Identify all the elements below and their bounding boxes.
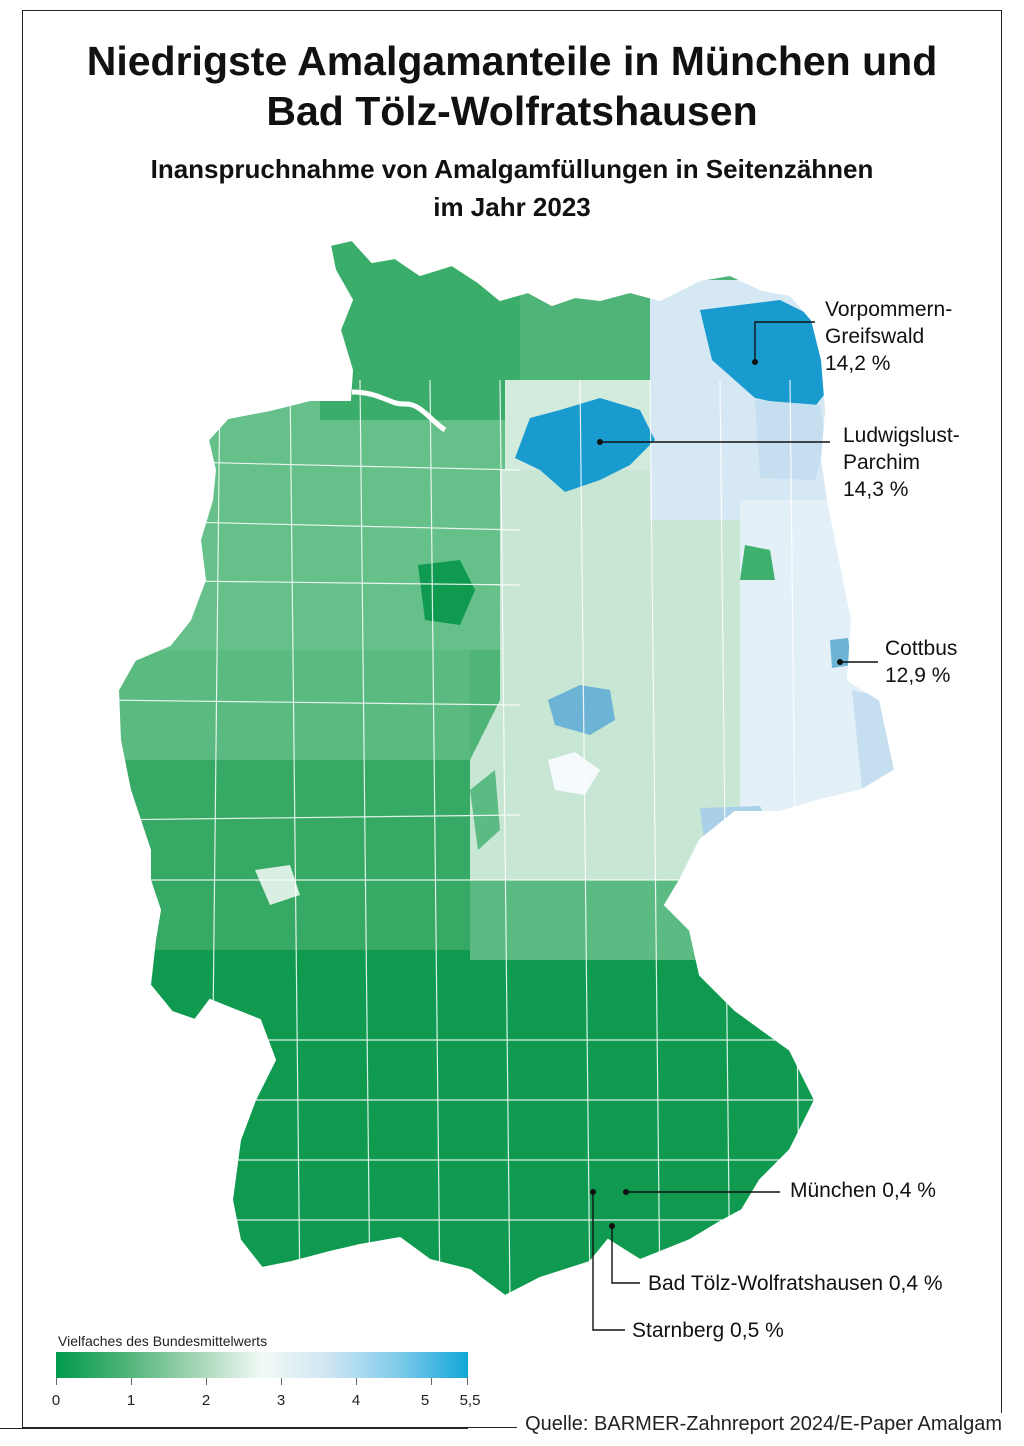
leader-starnberg <box>592 1192 625 1331</box>
dot-cottbus <box>837 659 843 665</box>
region-cottbus <box>830 638 852 668</box>
dot-badtoelz <box>609 1223 615 1229</box>
legend-tick-mark <box>431 1378 432 1385</box>
legend-title: Vielfaches des Bundesmittelwerts <box>58 1333 268 1349</box>
subtitle-line-2: im Jahr 2023 <box>433 192 591 222</box>
callout-starnberg: Starnberg 0,5 % <box>632 1319 784 1342</box>
title-line-1: Niedrigste Amalgamanteile in München und <box>86 38 938 84</box>
region-hessen-east <box>470 770 500 850</box>
legend-tick-label: 5,5 <box>459 1392 481 1409</box>
source-credit: Quelle: BARMER-Zahnreport 2024/E-Paper A… <box>517 1413 1002 1436</box>
callout-leaders <box>592 321 878 1331</box>
region-south <box>118 950 895 1296</box>
legend-tick-label: 0 <box>51 1392 61 1409</box>
region-west-mid <box>118 650 470 760</box>
callout-cottbus: Cottbus 12,9 % <box>885 637 958 687</box>
legend-tick-mark <box>356 1378 357 1385</box>
germany-outline <box>116 238 897 1298</box>
legend-tick-label: 5 <box>420 1392 430 1409</box>
outer-frame <box>22 10 1002 1428</box>
legend-tick-label: 2 <box>201 1392 211 1409</box>
legend-tick-label: 1 <box>126 1392 136 1409</box>
dot-muenchen <box>623 1189 629 1195</box>
dot-ludwigslust <box>597 439 603 445</box>
region-vorpommern-greifswald <box>700 300 828 410</box>
legend-tick-mark <box>206 1378 207 1385</box>
callout-dots <box>590 359 843 1229</box>
legend-tick-mark <box>56 1378 57 1385</box>
legend-tick-mark <box>467 1378 468 1385</box>
callout-ludwigslust: Ludwigslust- Parchim 14,3 % <box>843 424 960 501</box>
legend-tick-label: 4 <box>351 1392 361 1409</box>
legend-tick-mark <box>281 1378 282 1385</box>
callout-vorpommern: Vorpommern- Greifswald 14,2 % <box>825 298 953 375</box>
dot-vorpommern <box>752 359 758 365</box>
map-subtitle: Inanspruchnahme von Amalgamfüllungen in … <box>22 150 1002 226</box>
source-rule <box>0 1428 468 1429</box>
region-halle <box>548 685 615 735</box>
subtitle-line-1: Inanspruchnahme von Amalgamfüllungen in … <box>150 154 874 184</box>
legend-tick-mark <box>131 1378 132 1385</box>
region-ludwigslust-parchim <box>515 398 655 492</box>
callout-badtoelz: Bad Tölz-Wolfratshausen 0,4 % <box>648 1272 943 1295</box>
region-berlin <box>740 545 775 580</box>
elbe-river <box>351 389 447 433</box>
leader-badtoelz <box>611 1226 640 1284</box>
map-title: Niedrigste Amalgamanteile in München und… <box>22 36 1002 136</box>
leader-vorpommern <box>754 321 815 362</box>
region-east-central <box>470 470 760 880</box>
legend-gradient-bar <box>56 1352 468 1378</box>
title-line-2: Bad Tölz-Wolfratshausen <box>266 88 758 134</box>
dot-starnberg <box>590 1189 596 1195</box>
region-thuringia-pale <box>548 752 600 795</box>
callout-muenchen: München 0,4 % <box>790 1179 936 1202</box>
region-frankfurt <box>255 865 300 905</box>
legend-tick-label: 3 <box>276 1392 286 1409</box>
